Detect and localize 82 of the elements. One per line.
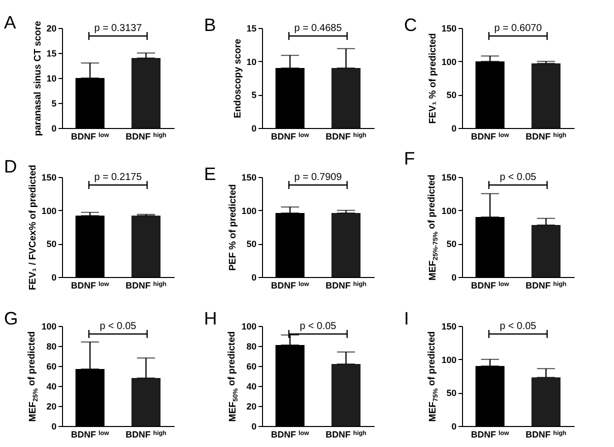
- annotation: p < 0.05: [500, 320, 537, 332]
- y-tick-label: 40: [46, 381, 56, 391]
- y-tick-label: 0: [451, 123, 456, 133]
- x-tick-label: BDNF $^{high}$: [126, 429, 167, 439]
- x-tick-label: BDNF $^{high}$: [526, 429, 567, 439]
- y-tick-label: 80: [246, 341, 256, 351]
- y-tick-label: 15: [246, 23, 256, 33]
- x-tick-label: BDNF $^{low}$: [71, 280, 110, 290]
- x-tick-label: BDNF $^{high}$: [126, 131, 167, 141]
- y-tick-label: 100: [241, 205, 256, 216]
- chart-title: C: [404, 14, 417, 34]
- y-tick-label: 150: [441, 172, 456, 182]
- y-tick-label: 100: [41, 321, 56, 331]
- y-tick-label: 10: [246, 56, 256, 66]
- y-tick-label: 0: [251, 272, 256, 282]
- y-tick-label: 5: [51, 98, 56, 108]
- annotation: p = 0.7909: [294, 172, 342, 182]
- y-tick-label: 50: [446, 388, 456, 398]
- y-tick-label: 150: [441, 321, 456, 331]
- chart-title: D: [4, 156, 17, 176]
- chart-title: G: [4, 308, 18, 328]
- y-tick-label: 0: [51, 272, 56, 282]
- chart-title: B: [204, 14, 216, 34]
- y-tick-label: 50: [446, 90, 456, 100]
- x-tick-label: BDNF $^{low}$: [471, 131, 510, 141]
- y-tick-label: 20: [46, 401, 56, 411]
- x-tick-label: BDNF $^{high}$: [526, 131, 567, 141]
- y-tick-label: 80: [46, 341, 56, 351]
- y-tick-label: 20: [246, 401, 256, 411]
- y-tick-label: 15: [46, 48, 56, 58]
- x-tick-label: BDNF $^{high}$: [526, 280, 567, 290]
- y-tick-label: 5: [251, 90, 256, 100]
- y-tick-label: 20: [46, 23, 56, 33]
- annotation: p = 0.2175: [94, 172, 142, 182]
- y-tick-label: 100: [41, 205, 56, 216]
- annotation: p < 0.05: [500, 172, 537, 182]
- x-tick-label: BDNF $^{high}$: [326, 280, 367, 290]
- y-tick-label: 0: [451, 272, 456, 282]
- x-tick-label: BDNF $^{low}$: [271, 280, 310, 290]
- chart-title: E: [204, 164, 216, 184]
- y-axis-title: FEV₁ / FVCex% of predicted: [27, 164, 38, 290]
- annotation: p = 0.4685: [294, 22, 342, 34]
- y-axis-title: paranasal sinus CT score: [32, 20, 44, 136]
- x-tick-label: BDNF $^{low}$: [471, 280, 510, 290]
- y-tick-label: 50: [46, 238, 56, 249]
- x-tick-label: BDNF $^{high}$: [126, 280, 167, 290]
- y-tick-label: 50: [446, 238, 456, 249]
- y-tick-label: 60: [246, 361, 256, 371]
- y-tick-label: 100: [241, 321, 256, 331]
- annotation: p < 0.05: [300, 320, 337, 332]
- x-tick-label: BDNF $^{low}$: [471, 429, 510, 439]
- x-tick-label: BDNF $^{high}$: [326, 131, 367, 141]
- x-tick-label: BDNF $^{low}$: [271, 131, 310, 141]
- chart-title: H: [204, 308, 217, 328]
- y-tick-label: 0: [251, 421, 256, 431]
- chart-title: F: [404, 148, 415, 168]
- y-tick-label: 0: [451, 421, 456, 431]
- y-tick-label: 0: [51, 421, 56, 431]
- x-tick-label: BDNF $^{low}$: [71, 131, 110, 141]
- annotation: p = 0.6070: [494, 22, 542, 34]
- y-tick-label: 100: [441, 56, 456, 66]
- chart-title: A: [4, 12, 16, 32]
- y-tick-label: 0: [251, 123, 256, 133]
- x-tick-label: BDNF $^{low}$: [271, 429, 310, 439]
- y-tick-label: 150: [241, 172, 256, 182]
- y-tick-label: 10: [46, 73, 56, 83]
- y-axis-title: Endoscopy score: [232, 38, 244, 118]
- chart-title: I: [404, 308, 410, 328]
- y-tick-label: 0: [51, 123, 56, 133]
- y-axis-title: PEF % of predicted: [227, 184, 238, 270]
- annotation: p < 0.05: [100, 320, 137, 332]
- y-axis-title: FEV₁ % of predicted: [427, 32, 438, 124]
- x-tick-label: BDNF $^{high}$: [326, 429, 367, 439]
- y-tick-label: 150: [441, 23, 456, 33]
- y-tick-label: 100: [441, 205, 456, 216]
- annotation: p = 0.3137: [94, 22, 142, 34]
- x-tick-label: BDNF $^{low}$: [71, 429, 110, 439]
- y-tick-label: 150: [41, 172, 56, 182]
- y-tick-label: 100: [441, 354, 456, 364]
- y-tick-label: 60: [46, 361, 56, 371]
- y-tick-label: 40: [246, 381, 256, 391]
- y-tick-label: 50: [246, 238, 256, 249]
